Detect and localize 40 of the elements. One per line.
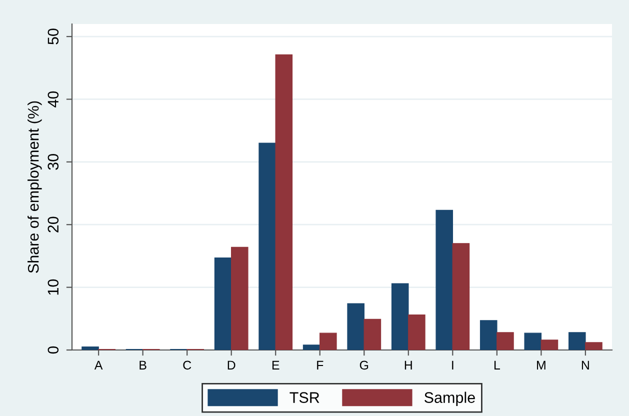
bar bbox=[436, 210, 454, 350]
bar bbox=[275, 54, 293, 350]
y-tick-label: 10 bbox=[48, 279, 59, 295]
x-tick-label: D bbox=[228, 360, 236, 370]
bar bbox=[496, 332, 514, 350]
y-axis-title: Share of employment (%) bbox=[28, 101, 42, 273]
y-tick-label: 30 bbox=[48, 154, 59, 170]
bar bbox=[585, 342, 602, 350]
x-tick-label: L bbox=[494, 360, 500, 370]
legend-label: Sample bbox=[424, 392, 475, 406]
bar bbox=[82, 346, 99, 350]
bar bbox=[408, 314, 426, 350]
x-tick-label: M bbox=[537, 360, 546, 370]
x-tick-label: H bbox=[404, 360, 412, 370]
bar bbox=[347, 303, 364, 350]
bar bbox=[480, 320, 498, 350]
y-tick-label: 0 bbox=[48, 346, 59, 354]
bar bbox=[568, 332, 586, 350]
x-tick-label: N bbox=[582, 360, 589, 370]
legend-label: TSR bbox=[290, 392, 320, 403]
x-tick-label: F bbox=[317, 360, 324, 370]
y-tick-label: 40 bbox=[48, 91, 59, 108]
bar bbox=[452, 243, 470, 350]
bar bbox=[302, 344, 320, 350]
bar bbox=[320, 332, 337, 350]
bar bbox=[391, 283, 409, 350]
bar bbox=[364, 318, 382, 350]
bar bbox=[230, 246, 248, 350]
x-tick-label: G bbox=[360, 360, 368, 370]
bar bbox=[258, 142, 276, 350]
y-tick-label: 50 bbox=[48, 28, 59, 44]
x-tick-label: A bbox=[94, 360, 103, 370]
bar bbox=[214, 257, 232, 350]
x-tick-label: I bbox=[452, 360, 454, 370]
bar bbox=[524, 332, 542, 350]
x-tick-label: E bbox=[272, 360, 280, 370]
y-tick-label: 20 bbox=[48, 216, 59, 232]
bar bbox=[540, 340, 558, 350]
x-tick-label: C bbox=[183, 360, 192, 370]
x-tick-label: B bbox=[140, 360, 146, 370]
